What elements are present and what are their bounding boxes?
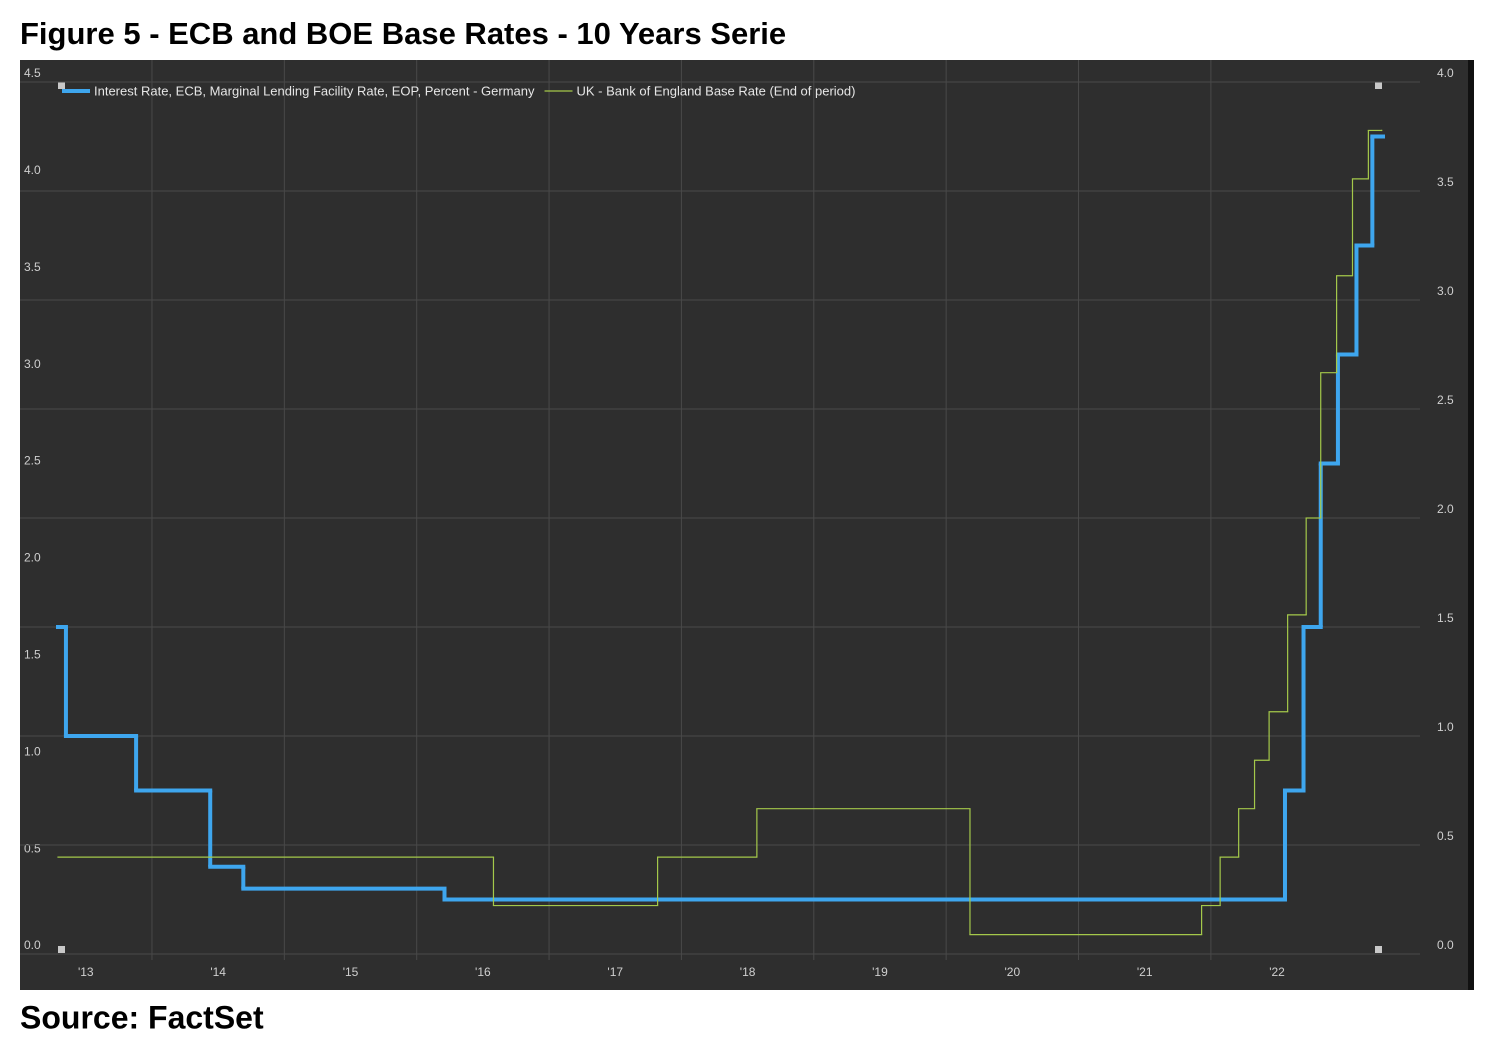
y-tick-label: 1.0 [24, 744, 41, 758]
x-tick-label: '16 [475, 965, 491, 979]
y-tick-label: 1.5 [24, 648, 41, 662]
plot-background [20, 60, 1474, 990]
x-tick-label: '20 [1005, 965, 1021, 979]
y2-tick-label: 2.5 [1437, 393, 1454, 407]
x-tick-label: '17 [607, 965, 623, 979]
y2-tick-label: 1.5 [1437, 611, 1454, 625]
y2-tick-label: 1.0 [1437, 720, 1454, 734]
edge-bar [1468, 60, 1474, 990]
legend-label: Interest Rate, ECB, Marginal Lending Fac… [94, 83, 535, 98]
y-tick-label: 2.5 [24, 454, 41, 468]
y-tick-label: 3.0 [24, 357, 41, 371]
corner-handle [58, 946, 65, 953]
legend-label: UK - Bank of England Base Rate (End of p… [577, 83, 856, 98]
series-group [56, 129, 1385, 936]
x-tick-label: '22 [1269, 965, 1285, 979]
y-tick-label: 0.5 [24, 841, 41, 855]
x-tick-label: '14 [210, 965, 226, 979]
y-tick-label: 3.5 [24, 260, 41, 274]
source: Source: FactSet [20, 999, 264, 1035]
y-tick-label: 2.0 [24, 551, 41, 565]
x-tick-label: '15 [343, 965, 359, 979]
y2-tick-label: 4.0 [1437, 66, 1454, 80]
grid: 0.0 0.5 1.0 1.5 2.0 2.5 3.0 3.5 4.0 4.5 0.0 0.5 1.0 1… [20, 60, 1454, 979]
y2-tick-label: 2.0 [1437, 502, 1454, 516]
y2-tick-label: 0.0 [1437, 938, 1454, 952]
y-tick-label: 4.0 [24, 163, 41, 177]
corner-handle [58, 82, 65, 89]
corner-handle [1375, 946, 1382, 953]
y2-tick-label: 3.0 [1437, 284, 1454, 298]
x-tick-label: '18 [740, 965, 756, 979]
y2-tick-label: 0.5 [1437, 829, 1454, 843]
x-tick-label: '21 [1137, 965, 1153, 979]
x-tick-label: '19 [872, 965, 888, 979]
x-tick-label: '13 [78, 965, 94, 979]
y-tick-label: 4.5 [24, 66, 41, 80]
chart-title: Figure 5 - ECB and BOE Base Rates - 10 Y… [20, 16, 786, 51]
legend: Interest Rate, ECB, Marginal Lending Fac… [62, 83, 855, 98]
y2-tick-label: 3.5 [1437, 175, 1454, 189]
y-tick-label: 0.0 [24, 938, 41, 952]
corner-handle [1375, 82, 1382, 89]
